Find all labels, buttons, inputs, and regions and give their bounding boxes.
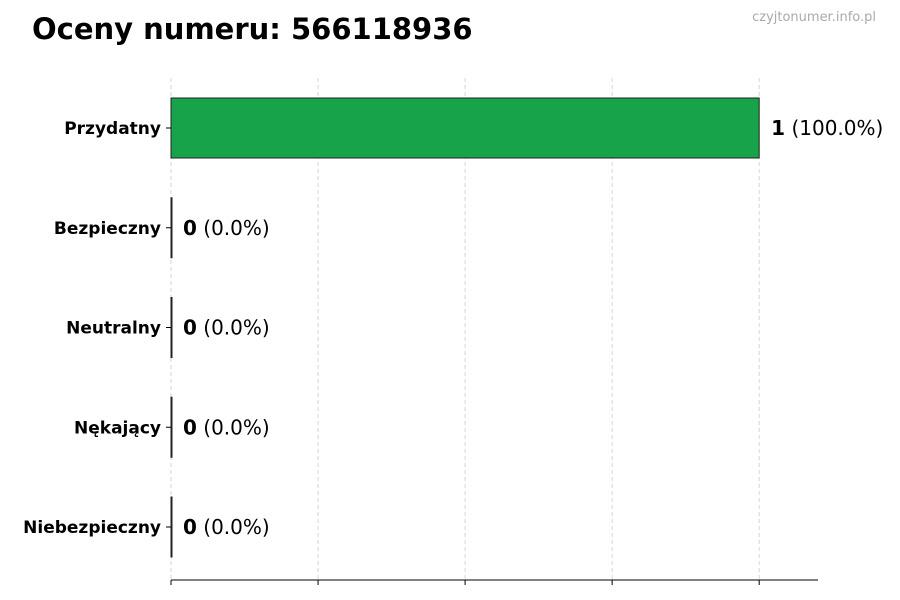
count-label: 0 <box>183 515 197 539</box>
bar-przydatny <box>170 97 760 159</box>
percent-label: (100.0%) <box>785 116 883 140</box>
data-label: 0 (0.0%) <box>183 415 270 439</box>
bar-neutralny <box>170 297 173 358</box>
category-label: Niebezpieczny <box>23 518 161 538</box>
data-label: 0 (0.0%) <box>183 316 270 340</box>
category-label: Nękający <box>74 418 161 438</box>
chart-title: Oceny numeru: 566118936 <box>32 12 473 46</box>
category-label: Bezpieczny <box>54 219 161 239</box>
category-label: Przydatny <box>64 119 161 139</box>
data-label: 1 (100.0%) <box>771 116 883 140</box>
bar-bezpieczny <box>170 197 173 259</box>
data-label: 0 (0.0%) <box>183 515 270 539</box>
bar-niebezpieczny <box>170 496 173 558</box>
percent-label: (0.0%) <box>197 316 270 340</box>
count-label: 0 <box>183 316 197 340</box>
category-label: Neutralny <box>66 319 161 339</box>
percent-label: (0.0%) <box>197 216 270 240</box>
watermark: czyjtonumer.info.pl <box>752 10 876 25</box>
count-label: 0 <box>183 415 197 439</box>
count-label: 1 <box>771 116 785 140</box>
percent-label: (0.0%) <box>197 515 270 539</box>
count-label: 0 <box>183 216 197 240</box>
percent-label: (0.0%) <box>197 415 270 439</box>
bar-nękający <box>170 396 173 458</box>
data-label: 0 (0.0%) <box>183 216 270 240</box>
